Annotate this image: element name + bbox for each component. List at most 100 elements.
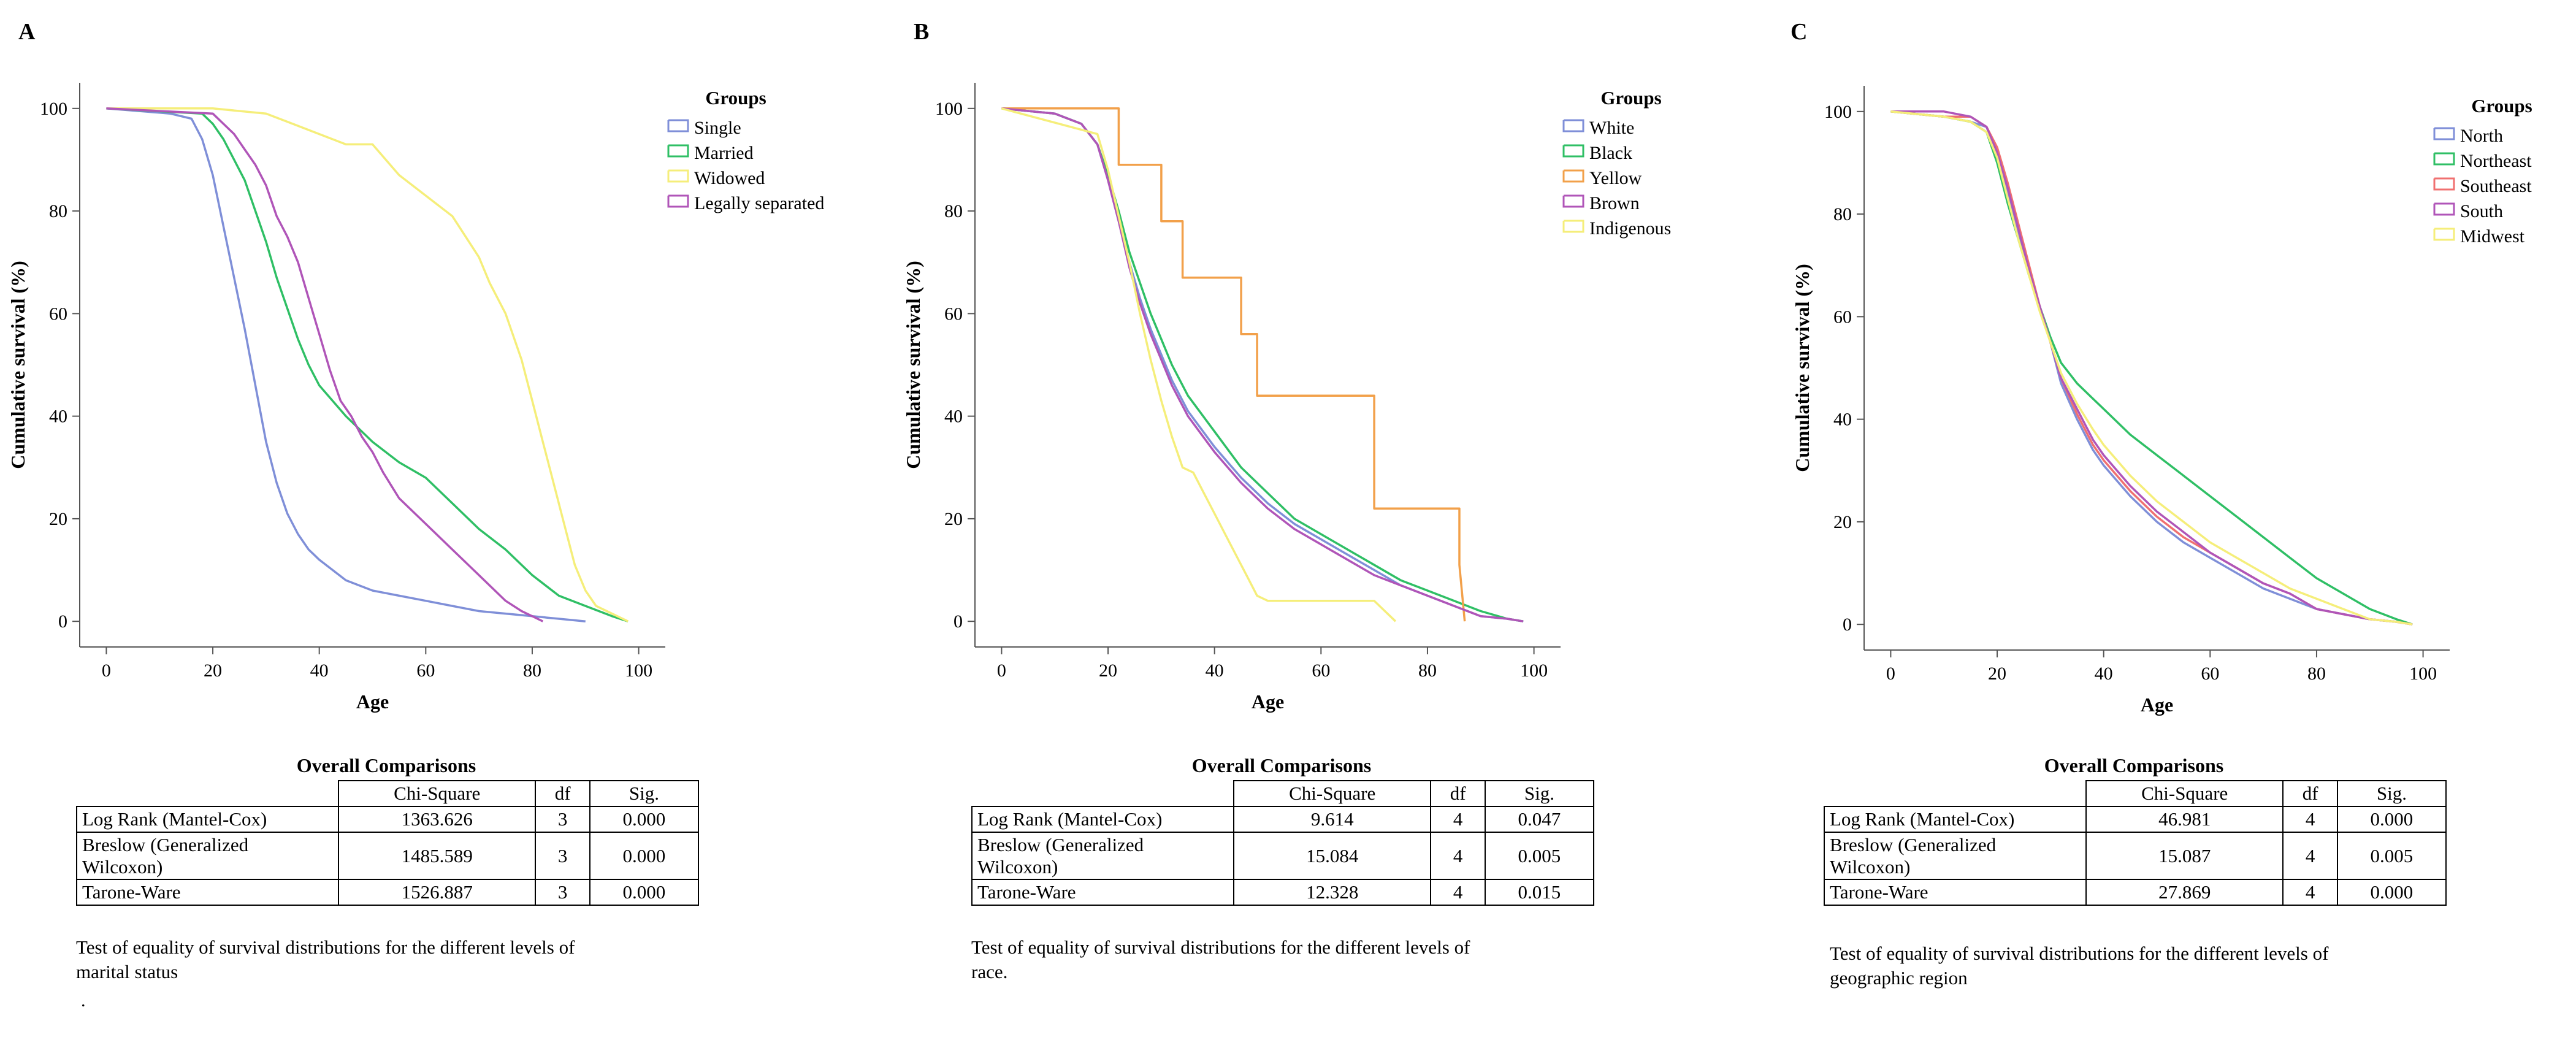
legend-title: Groups: [2471, 95, 2532, 117]
column-header: df: [535, 780, 590, 807]
x-tick-label: 20: [1988, 664, 2006, 684]
series-line-northeast: [1890, 110, 2413, 626]
table-caption: Test of equality of survival distributio…: [76, 935, 812, 985]
legend-swatch: [1562, 119, 1584, 132]
row-label: Log Rank (Mantel-Cox): [971, 806, 1234, 833]
column-header: Chi-Square: [337, 780, 537, 807]
comparisons-table: Chi-Square df Sig. Log Rank (Mantel-Cox)…: [76, 780, 700, 906]
legend-label: Indigenous: [1589, 218, 1671, 239]
caption-line2: geographic region: [1830, 967, 1968, 989]
y-tick-label: 0: [58, 611, 67, 632]
sig-value: 0.047: [1484, 806, 1595, 833]
series-line-widowed: [106, 107, 629, 622]
column-header: df: [2282, 780, 2338, 807]
x-tick-label: 20: [204, 660, 222, 681]
series-line-brown: [1001, 107, 1524, 622]
panel-a: A 0 20 40 60 80 100 0 20 40 60 80 100 Age Cumulative …: [0, 0, 858, 1037]
x-tick-label: 20: [1099, 660, 1117, 681]
df-value: 4: [1430, 806, 1486, 833]
x-tick-label: 60: [416, 660, 435, 681]
x-tick-label: 60: [1312, 660, 1330, 681]
sig-value: 0.005: [2336, 831, 2447, 881]
legend-label: Widowed: [694, 168, 765, 188]
chi-square-value: 1485.589: [337, 831, 537, 881]
legend-swatch: [2433, 177, 2455, 191]
series-line-married: [106, 107, 629, 622]
sig-value: 0.000: [589, 879, 700, 906]
comparisons-table: Chi-Square df Sig. Log Rank (Mantel-Cox)…: [1824, 780, 2447, 906]
legend-swatch: [2433, 127, 2455, 140]
column-header: Sig.: [2336, 780, 2447, 807]
y-tick-label: 100: [1824, 102, 1852, 122]
survival-chart-marital-status: 0 20 40 60 80 100 0 20 40 60 80 100 Age Cumulative su…: [7, 83, 824, 713]
row-label: Tarone-Ware: [1824, 879, 2087, 906]
row-label: Breslow (Generalized Wilcoxon): [971, 831, 1234, 881]
row-label: Log Rank (Mantel-Cox): [76, 806, 339, 833]
series-line-yellow: [1001, 107, 1466, 622]
column-header: Chi-Square: [1233, 780, 1432, 807]
legend-label: Single: [694, 118, 741, 138]
row-label: Tarone-Ware: [971, 879, 1234, 906]
row-label: Breslow (Generalized Wilcoxon): [1824, 831, 2087, 881]
legend-swatch: [1562, 169, 1584, 183]
series-line-southeast: [1890, 110, 2413, 626]
series-line-white: [1001, 107, 1524, 622]
x-tick-label: 80: [2307, 664, 2326, 684]
table-header-row: Chi-Square df Sig.: [972, 780, 1595, 807]
sig-value: 0.000: [2336, 806, 2447, 833]
comparisons-title: Overall Comparisons: [2044, 754, 2224, 776]
panel-letter: C: [1791, 19, 1808, 45]
x-axis-label: Age: [1252, 691, 1284, 713]
sig-value: 0.005: [1484, 831, 1595, 881]
chi-square-value: 12.328: [1233, 879, 1432, 906]
table-row: Log Rank (Mantel-Cox) 9.614 4 0.047: [971, 806, 1595, 833]
caption-line2: marital status: [76, 961, 178, 983]
caption-line1: Test of equality of survival distributio…: [76, 936, 575, 958]
column-header: Sig.: [589, 780, 700, 807]
column-header: df: [1430, 780, 1486, 807]
legend-swatch: [1562, 194, 1584, 208]
x-axis-label: Age: [356, 691, 389, 713]
x-axis-label: Age: [2141, 694, 2173, 716]
y-tick-label: 20: [1833, 512, 1852, 532]
x-tick-label: 100: [625, 660, 652, 681]
caption-line1: Test of equality of survival distributio…: [971, 936, 1470, 958]
df-value: 4: [2282, 831, 2338, 881]
y-tick-label: 80: [1833, 204, 1852, 224]
row-label-line1: Breslow (Generalized: [1830, 834, 1997, 855]
legend-label: Black: [1589, 143, 1632, 163]
legend-label: Married: [694, 143, 754, 163]
table-row: Tarone-Ware 27.869 4 0.000: [1824, 879, 2447, 906]
legend-swatch: [667, 119, 689, 132]
series-line-legally-separated: [106, 107, 544, 622]
panel-b: B 0 20 40 60 80 100 0 20 40 60 80 100 Age Cumulative …: [895, 0, 1754, 1037]
table-row: Breslow (Generalized Wilcoxon) 1485.589 3…: [76, 831, 700, 881]
df-value: 3: [535, 831, 590, 881]
df-value: 4: [2282, 879, 2338, 906]
legend-label: North: [2460, 126, 2503, 146]
survival-chart-geographic-region: 0 20 40 60 80 100 0 20 40 60 80 100 Age Cumulative su…: [1791, 86, 2532, 716]
x-tick-label: 100: [1520, 660, 1548, 681]
series-line-indigenous: [1001, 107, 1397, 622]
series-line-north: [1890, 110, 2413, 626]
legend-swatch: [2433, 152, 2455, 166]
sig-value: 0.015: [1484, 879, 1595, 906]
table-caption: Test of equality of survival distributio…: [971, 935, 1707, 985]
legend-label: South: [2460, 201, 2503, 221]
legend-label: Northeast: [2460, 151, 2532, 171]
legend-swatch: [667, 169, 689, 183]
table-row: Tarone-Ware 12.328 4 0.015: [971, 879, 1595, 906]
series-line-single: [106, 107, 586, 622]
y-tick-label: 60: [944, 304, 963, 324]
legend-title: Groups: [705, 87, 766, 109]
column-header: Chi-Square: [2085, 780, 2284, 807]
y-tick-label: 0: [954, 611, 963, 632]
table-row: Log Rank (Mantel-Cox) 1363.626 3 0.000: [76, 806, 700, 833]
legend-swatch: [667, 144, 689, 158]
sig-value: 0.000: [2336, 879, 2447, 906]
y-tick-label: 100: [935, 99, 963, 119]
y-tick-label: 20: [49, 509, 67, 529]
y-tick-label: 40: [944, 407, 963, 427]
y-tick-label: 80: [49, 201, 67, 221]
df-value: 3: [535, 806, 590, 833]
